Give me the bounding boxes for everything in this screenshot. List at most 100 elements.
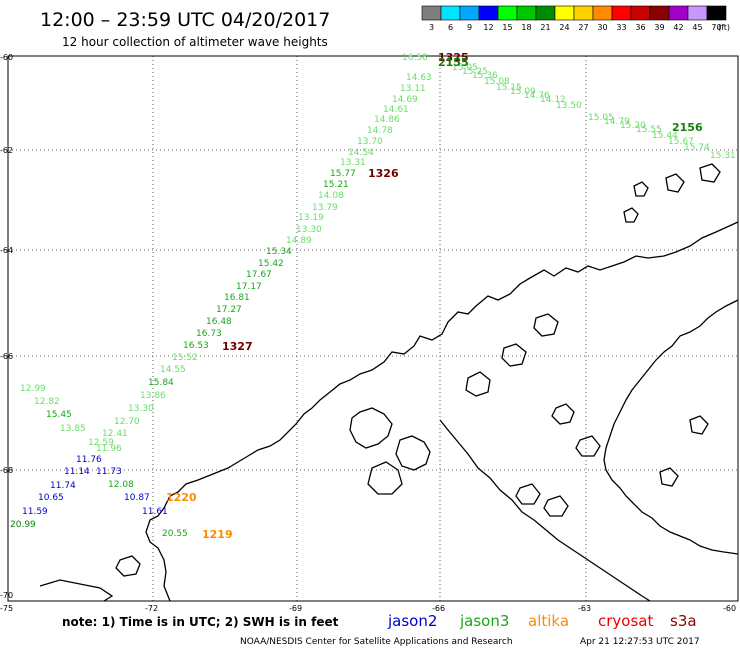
legend-jason2: jason2: [387, 612, 437, 630]
map-background: [8, 56, 738, 601]
colorbar-tick-label: 15: [502, 23, 512, 32]
coastline-island-c: [367, 461, 403, 495]
colorbar-swatch: [611, 5, 632, 21]
lat-label-70: -70: [0, 591, 13, 600]
time-label-2156: 2156: [672, 121, 703, 134]
colorbar-tick-label: 12: [483, 23, 493, 32]
track-right: 15.05 14.79 15.20 15.55 15.44 15.67 15.7…: [588, 113, 736, 161]
wave-value-label: 15.25: [462, 67, 488, 77]
lon-label-60: -60: [723, 604, 736, 613]
legend-jason3: jason3: [459, 612, 509, 630]
page-subtitle: 12 hour collection of altimeter wave hei…: [62, 35, 328, 49]
coastline-island-j: [633, 181, 649, 197]
coastline-island-g: [515, 483, 541, 505]
wave-value-label: 13.70: [357, 137, 383, 147]
coastline: [39, 163, 739, 602]
colorbar-swatch: [478, 5, 499, 21]
page-title: 12:00 – 23:59 UTC 04/20/2017: [40, 9, 330, 31]
wave-value-label: 13.50: [556, 101, 582, 111]
wave-value-label: 15.55: [636, 125, 662, 135]
colorbar-tick-label: 42: [673, 23, 683, 32]
wave-value-label: 15.67: [668, 137, 694, 147]
colorbar-swatch: [497, 5, 518, 21]
wave-value-label: 10.65: [38, 493, 64, 503]
wave-value-label: 14.79: [604, 117, 630, 127]
wave-value-label: 12.70: [114, 417, 140, 427]
lat-label-66: -66: [0, 352, 13, 361]
colorbar-tick-label: 39: [654, 23, 664, 32]
coastline-island-q: [659, 467, 679, 487]
track-main: 16.58 14.63 13.11 14.69 14.61 14.86 14.7…: [88, 53, 432, 454]
colorbar-tick-label: 45: [692, 23, 702, 32]
lon-label-72: -72: [145, 604, 158, 613]
colorbar-swatch: [573, 5, 594, 21]
wave-value-label: 11.61: [142, 507, 168, 517]
track-green: 12.08 20.99: [10, 480, 134, 530]
wave-value-label: 15.08: [484, 77, 510, 87]
time-label-1220: 1220: [166, 491, 197, 504]
coastline-island-d: [465, 371, 491, 397]
wave-value-label: 17.67: [246, 270, 272, 280]
time-label-1219: 1219: [202, 528, 233, 541]
wave-value-label: 13.30: [296, 225, 322, 235]
colorbar-swatch: [687, 5, 708, 21]
colorbar-tick-label: 70: [711, 23, 721, 32]
colorbar-tick-label: 36: [635, 23, 645, 32]
time-label-1325: 1325: [438, 51, 469, 64]
lon-label-63: -63: [578, 604, 591, 613]
wave-value-label: 20.99: [10, 520, 36, 530]
wave-value-label: 15.45: [46, 410, 72, 420]
colorbar: 3 6 9 12 15 18 21 24 27 30 33 36 39 42 45 70(ft): [421, 5, 730, 32]
lon-label-69: -69: [289, 604, 302, 613]
wave-value-label: 10.87: [124, 493, 150, 503]
lon-label-66: -66: [432, 604, 445, 613]
coastline-island-n: [115, 555, 141, 577]
colorbar-swatch: [668, 5, 689, 21]
coastline-island-f: [533, 313, 559, 337]
coastline-island-b: [395, 435, 431, 471]
colorbar-swatch: [706, 5, 727, 21]
wave-value-label: 14.55: [160, 365, 186, 375]
footer-note: note: 1) Time is in UTC; 2) SWH is in fe…: [62, 615, 339, 629]
colorbar-tick-label: 30: [597, 23, 607, 32]
wave-value-label: 11.59: [22, 507, 48, 517]
track-blue: 11.76 11.14 11.73 11.74 10.65 11.59 10.8…: [22, 455, 168, 517]
legend-altika: altika: [528, 612, 569, 630]
coastline-island-e: [501, 343, 527, 367]
wave-value-label: 15.15: [496, 83, 522, 93]
wave-value-label: 15.09: [510, 87, 536, 97]
colorbar-swatch: [459, 5, 480, 21]
wave-value-label: 15.05: [452, 63, 478, 73]
coastline-island-i: [551, 403, 575, 425]
colorbar-tick-label: 21: [540, 23, 550, 32]
footer-timestamp: Apr 21 12:27:53 UTC 2017: [580, 637, 700, 647]
wave-value-label: 11.74: [50, 481, 76, 491]
track-left: 12.99 12.82 15.45 13.85: [20, 384, 86, 434]
wave-value-label: 16.58: [402, 53, 428, 63]
colorbar-tick-label: 33: [616, 23, 626, 32]
colorbar-tick-label: 9: [467, 23, 472, 32]
wave-value-label: 12.99: [20, 384, 46, 394]
wave-value-label: 15.31: [710, 151, 736, 161]
wave-value-label: 14.61: [383, 105, 409, 115]
wave-value-label: 15.05: [588, 113, 614, 123]
colorbar-swatch: [630, 5, 651, 21]
wave-value-label: 16.81: [224, 293, 250, 303]
wave-value-label: 12.59: [88, 438, 114, 448]
colorbar-tick-label: 3: [429, 23, 434, 32]
wave-value-label: 15.44: [652, 131, 678, 141]
wave-value-label: 15.77: [330, 169, 356, 179]
wave-value-label: 20.55: [162, 529, 188, 539]
coastline-island-m: [699, 163, 721, 183]
coastline-island-h: [543, 495, 569, 517]
coastline-island-r: [689, 415, 709, 435]
coastline-peninsula: [145, 221, 739, 602]
track-top-overlap: 15.05 15.25 15.36 15.08 15.15 15.09 14.7…: [452, 63, 582, 111]
wave-value-label: 13.30: [128, 404, 154, 414]
wave-value-label: 11.76: [76, 455, 102, 465]
lat-label-60: -60: [0, 53, 13, 62]
coastline-island-p: [575, 435, 601, 457]
coastline-island-k: [623, 207, 639, 223]
wave-value-label: 13.19: [298, 213, 324, 223]
wave-value-label: 14.86: [374, 115, 400, 125]
